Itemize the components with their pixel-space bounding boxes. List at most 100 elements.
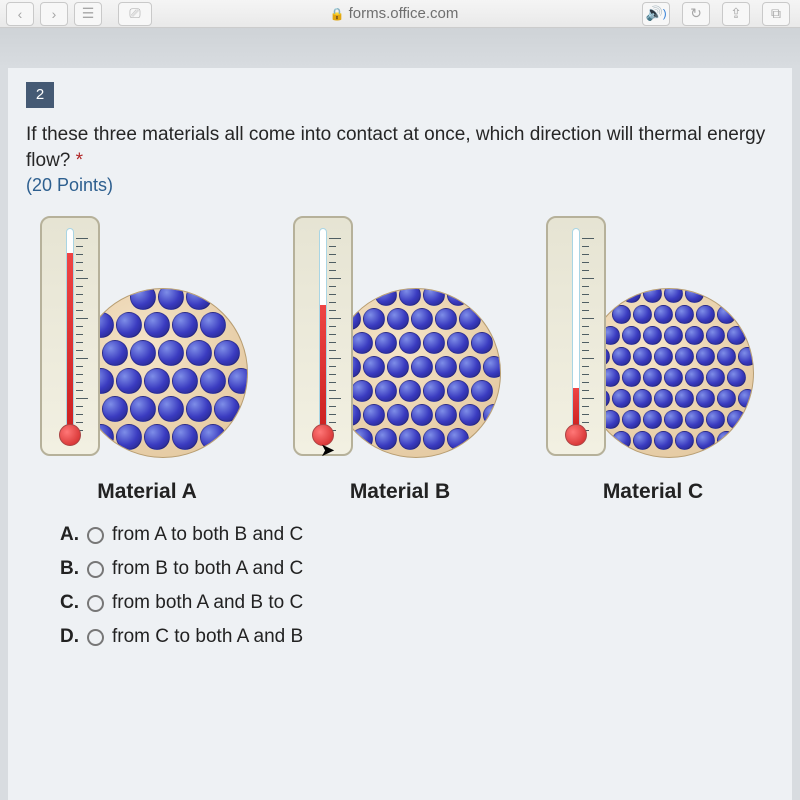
particle xyxy=(706,410,725,429)
question-number: 2 xyxy=(26,82,54,108)
radio-icon[interactable] xyxy=(87,629,104,646)
particle xyxy=(675,305,694,324)
particle-disc xyxy=(78,288,248,458)
particle xyxy=(375,288,397,306)
particle xyxy=(447,288,469,306)
particle xyxy=(622,368,641,387)
shield-icon[interactable]: ⎚ xyxy=(118,2,152,26)
particle xyxy=(696,431,715,450)
particle xyxy=(214,340,240,366)
particle xyxy=(727,326,746,345)
particle xyxy=(483,404,501,426)
particle xyxy=(727,410,746,429)
particle xyxy=(363,404,385,426)
material-label: Material A xyxy=(32,480,262,504)
window-shadow xyxy=(0,28,800,68)
particle xyxy=(435,356,457,378)
radio-icon[interactable] xyxy=(87,561,104,578)
particle xyxy=(471,380,493,402)
particle xyxy=(116,312,142,338)
particle xyxy=(130,340,156,366)
particle xyxy=(423,428,445,450)
particle xyxy=(643,368,662,387)
particle xyxy=(214,396,240,422)
nav-forward-button[interactable]: › xyxy=(40,2,68,26)
particle xyxy=(130,396,156,422)
particle xyxy=(411,356,433,378)
question-text: If these three materials all come into c… xyxy=(26,122,774,173)
particle xyxy=(633,389,652,408)
particle xyxy=(423,288,445,306)
mercury-level xyxy=(67,253,73,427)
radio-icon[interactable] xyxy=(87,527,104,544)
answer-options: A. from A to both B and C B. from B to b… xyxy=(26,524,774,648)
particle xyxy=(375,332,397,354)
particle xyxy=(696,347,715,366)
particle-disc xyxy=(584,288,754,458)
material-2: Material C xyxy=(538,216,768,504)
tabs-button[interactable]: ⧉ xyxy=(762,2,790,26)
material-0: Material A xyxy=(32,216,262,504)
particle xyxy=(130,288,156,310)
particle xyxy=(654,389,673,408)
answer-option-3[interactable]: D. from C to both A and B xyxy=(60,626,774,648)
particle xyxy=(447,380,469,402)
particle xyxy=(387,356,409,378)
cursor-icon: ➤ xyxy=(320,440,335,461)
particle xyxy=(483,356,501,378)
particle xyxy=(643,410,662,429)
particle xyxy=(471,332,493,354)
particle xyxy=(696,389,715,408)
particle xyxy=(633,347,652,366)
particle xyxy=(612,305,631,324)
material-label: Material C xyxy=(538,480,768,504)
material-1: Material B xyxy=(285,216,515,504)
material-label: Material B xyxy=(285,480,515,504)
answer-option-2[interactable]: C. from both A and B to C xyxy=(60,592,774,614)
particle xyxy=(643,326,662,345)
audio-icon[interactable]: 🔊) xyxy=(642,2,670,26)
particle xyxy=(622,326,641,345)
particle xyxy=(423,380,445,402)
particle xyxy=(612,431,631,450)
browser-toolbar: ‹ › ☰ ⎚ 🔒 forms.office.com 🔊) ↻ ⇪ ⧉ xyxy=(0,0,800,28)
particle xyxy=(399,332,421,354)
particle xyxy=(633,305,652,324)
particle xyxy=(435,404,457,426)
thermometer-bulb-icon xyxy=(565,424,587,446)
answer-option-1[interactable]: B. from B to both A and C xyxy=(60,558,774,580)
materials-row: Material A Material B xyxy=(26,216,774,504)
particle xyxy=(116,368,142,394)
option-text: from C to both A and B xyxy=(112,626,303,648)
particle xyxy=(158,288,184,310)
particle xyxy=(186,340,212,366)
radio-icon[interactable] xyxy=(87,595,104,612)
particle xyxy=(706,368,725,387)
particle xyxy=(387,404,409,426)
particle xyxy=(664,326,683,345)
sidebar-button[interactable]: ☰ xyxy=(74,2,102,26)
particle xyxy=(654,305,673,324)
particle xyxy=(411,308,433,330)
particle xyxy=(717,431,736,450)
particle xyxy=(654,431,673,450)
address-bar[interactable]: 🔒 forms.office.com xyxy=(152,5,636,22)
option-text: from B to both A and C xyxy=(112,558,303,580)
particle xyxy=(200,312,226,338)
particle xyxy=(172,312,198,338)
share-button[interactable]: ⇪ xyxy=(722,2,750,26)
particle xyxy=(612,389,631,408)
particle xyxy=(738,389,755,408)
thermometer-bulb-icon xyxy=(59,424,81,446)
answer-option-0[interactable]: A. from A to both B and C xyxy=(60,524,774,546)
particle xyxy=(654,347,673,366)
refresh-button[interactable]: ↻ xyxy=(682,2,710,26)
particle xyxy=(158,340,184,366)
nav-back-button[interactable]: ‹ xyxy=(6,2,34,26)
particle xyxy=(399,428,421,450)
option-text: from both A and B to C xyxy=(112,592,303,614)
particle xyxy=(423,332,445,354)
particle xyxy=(399,288,421,306)
particle xyxy=(447,428,469,450)
particle xyxy=(622,410,641,429)
